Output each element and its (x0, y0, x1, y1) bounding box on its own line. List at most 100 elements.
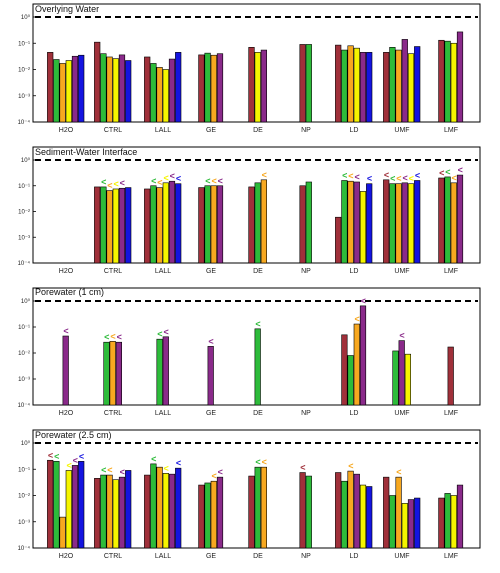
y-tick-label: 10⁰ (21, 14, 31, 21)
bar-orange (109, 341, 116, 406)
bar-yellow (65, 60, 72, 123)
bar-green (392, 350, 399, 406)
less-than-marker: < (255, 319, 260, 329)
bar-yellow (162, 69, 169, 123)
less-than-marker: < (211, 471, 216, 481)
category-label: GE (206, 127, 216, 134)
less-than-marker: < (262, 457, 267, 467)
bar-green (100, 53, 107, 123)
bar-brown (248, 186, 255, 264)
bar-blue (78, 461, 85, 549)
panel-overlying-water: Overlying Water 10⁻⁴ 10⁻³ 10⁻² 10⁻¹ 10⁰ H2O CT… (18, 3, 481, 134)
panel-porewater-2-5cm: Porewater (2.5 cm) 10⁻⁴ 10⁻³ 10⁻² 10⁻¹ 10⁰ H2… (18, 429, 481, 560)
bar-orange (210, 185, 217, 264)
bar-purple (115, 341, 122, 406)
y-tick-label: 10⁻⁴ (18, 260, 31, 267)
bar-green (254, 182, 261, 264)
category-label: DE (253, 268, 263, 275)
panel-sediment-water-interface: Sediment-Water Interface 10⁻⁴ 10⁻³ 10⁻² 10⁻… (18, 146, 481, 275)
category-label: LD (350, 268, 359, 275)
panel-porewater-1cm: Porewater (1 cm) 10⁻⁴ 10⁻³ 10⁻² 10⁻¹ 10⁰ H2O C… (18, 287, 481, 417)
bar-purple (353, 473, 360, 549)
bar-orange (347, 470, 354, 549)
category-label: GE (206, 553, 216, 560)
bar-green (254, 328, 261, 406)
bar-green (389, 495, 396, 549)
less-than-marker: < (176, 174, 181, 184)
bar-orange (156, 466, 163, 549)
bar-blue (125, 470, 132, 549)
bar-orange (210, 480, 217, 549)
less-than-marker: < (458, 165, 463, 175)
bar-yellow (407, 183, 415, 264)
bar-purple (71, 55, 79, 123)
bar-purple (407, 499, 415, 549)
y-tick-label: 10⁻¹ (18, 184, 30, 190)
category-label: CTRL (104, 127, 122, 134)
bar-brown (299, 185, 306, 264)
bar-brown (47, 459, 54, 549)
bar-purple (401, 39, 408, 123)
bar-blue (414, 180, 421, 264)
bar-blue (175, 52, 182, 123)
bar-brown (198, 187, 205, 264)
less-than-marker: < (205, 176, 210, 186)
y-tick-label: 10⁻² (18, 351, 30, 357)
less-than-marker: < (101, 177, 106, 187)
bar-purple (62, 335, 69, 406)
y-tick-label: 10⁻² (18, 494, 30, 500)
bar-brown (94, 186, 101, 264)
less-than-marker: < (120, 467, 125, 477)
bar-brown (299, 472, 306, 549)
less-than-marker: < (367, 174, 372, 184)
category-label: H2O (59, 410, 74, 417)
category-label: UMF (394, 127, 409, 134)
less-than-marker: < (48, 450, 53, 460)
bar-blue (366, 183, 373, 264)
less-than-marker: < (157, 329, 162, 339)
bar-orange (106, 474, 113, 549)
bar-purple (71, 465, 79, 549)
bar-brown (94, 478, 101, 549)
less-than-marker: < (354, 172, 359, 182)
y-tick-label: 10⁻⁴ (18, 119, 31, 126)
category-label: H2O (59, 268, 74, 275)
y-tick-label: 10⁻³ (18, 235, 30, 241)
less-than-marker: < (113, 179, 118, 189)
bar-green (100, 474, 107, 549)
bar-yellow (112, 188, 119, 264)
bar-brown (438, 39, 445, 123)
bar-orange (106, 190, 113, 264)
bar-brown (383, 476, 390, 549)
less-than-marker: < (163, 463, 168, 473)
less-than-marker: < (176, 458, 181, 468)
category-label: LD (350, 553, 359, 560)
less-than-marker: < (342, 170, 347, 180)
y-tick-label: 10⁻² (18, 210, 30, 216)
category-label: NP (301, 553, 311, 560)
bar-purple (168, 473, 176, 549)
category-label: LD (350, 410, 359, 417)
bar-orange (347, 180, 354, 264)
less-than-marker: < (63, 326, 68, 336)
bar-yellow (450, 495, 457, 549)
category-label: H2O (59, 553, 74, 560)
bar-yellow (65, 470, 72, 549)
y-tick-label: 10⁻² (18, 68, 30, 74)
panel-title: Porewater (1 cm) (35, 287, 104, 297)
less-than-marker: < (79, 451, 84, 461)
bar-orange (353, 323, 360, 406)
bar-purple (456, 31, 464, 123)
bar-brown (438, 177, 445, 264)
less-than-marker: < (439, 168, 444, 178)
bar-green (204, 482, 211, 549)
bar-brown (438, 497, 445, 549)
bar-blue (125, 60, 132, 123)
y-tick-label: 10⁰ (21, 157, 31, 164)
bar-orange (59, 63, 66, 123)
bar-orange (156, 67, 163, 123)
category-label: LD (350, 127, 359, 134)
bar-brown (144, 56, 151, 123)
category-label: UMF (394, 410, 409, 417)
